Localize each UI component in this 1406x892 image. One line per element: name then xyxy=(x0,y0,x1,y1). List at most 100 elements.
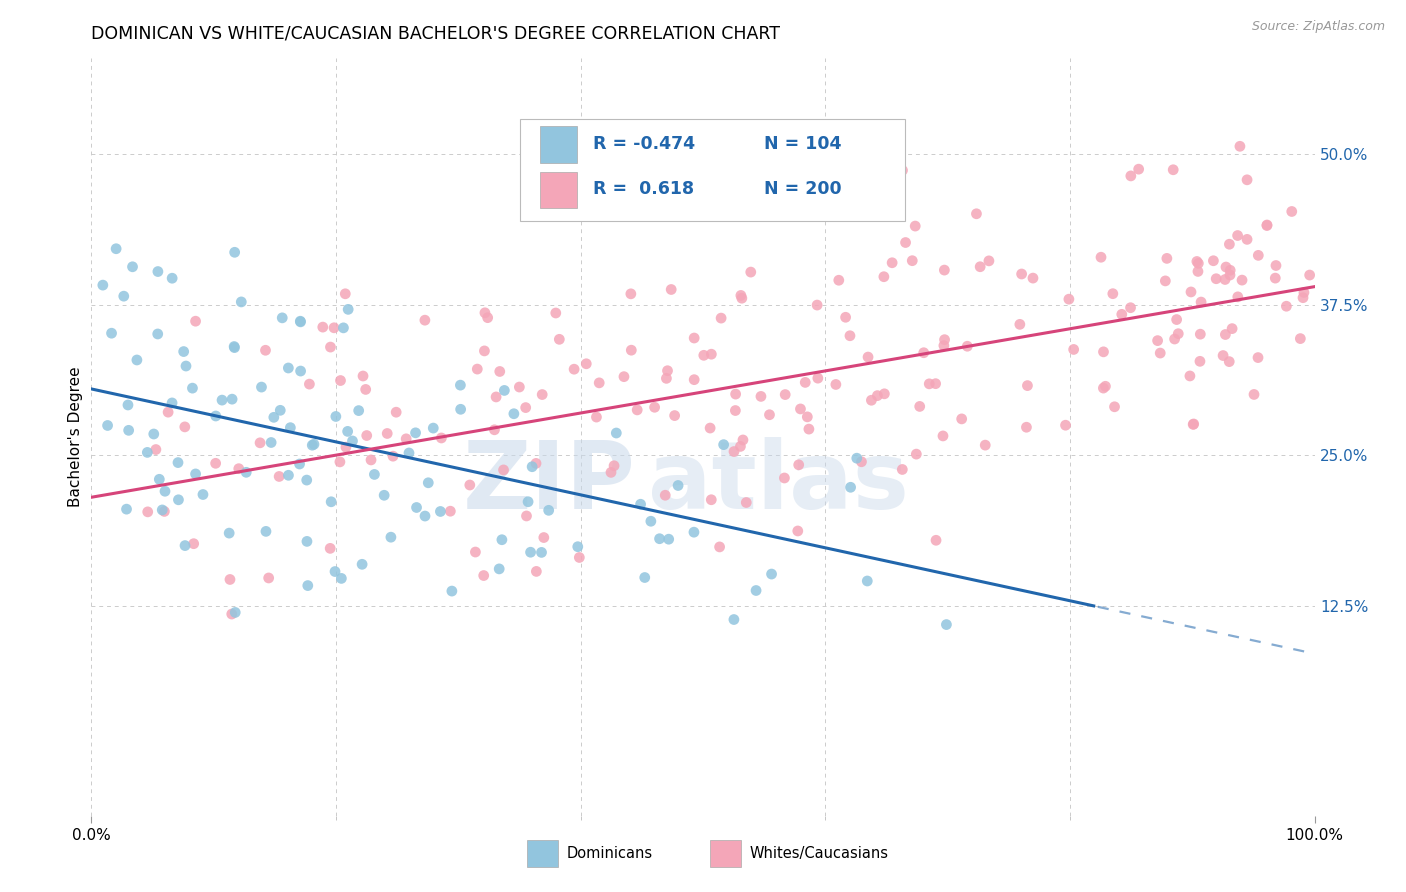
Point xyxy=(620,286,643,301)
Text: Source: ZipAtlas.com: Source: ZipAtlas.com xyxy=(1251,20,1385,33)
Point xyxy=(224,606,246,620)
Point xyxy=(1092,344,1115,359)
Point xyxy=(352,369,374,384)
Point xyxy=(786,524,808,538)
Point xyxy=(537,503,560,517)
Point xyxy=(329,455,352,469)
Point xyxy=(290,315,312,329)
Point xyxy=(515,508,537,523)
Point xyxy=(380,530,402,544)
Point xyxy=(1219,263,1241,277)
Point xyxy=(204,409,226,423)
Point xyxy=(630,497,652,511)
Point xyxy=(882,256,904,270)
Text: N = 104: N = 104 xyxy=(765,135,842,153)
Point xyxy=(183,537,205,551)
Point xyxy=(271,310,294,325)
Point xyxy=(1090,250,1112,264)
Point xyxy=(789,401,811,416)
Point xyxy=(1111,307,1133,321)
Point xyxy=(477,310,499,325)
Point xyxy=(1178,368,1201,383)
Point xyxy=(1236,173,1258,187)
Point xyxy=(1154,274,1177,288)
Point xyxy=(1166,312,1188,326)
Point xyxy=(329,374,352,388)
Point xyxy=(1022,271,1045,285)
Point xyxy=(125,353,148,368)
Point xyxy=(588,376,610,390)
FancyBboxPatch shape xyxy=(540,126,576,162)
Point xyxy=(1057,292,1080,306)
Point xyxy=(440,584,463,599)
Point xyxy=(508,380,530,394)
Point xyxy=(891,462,914,476)
Point xyxy=(723,444,745,458)
Point xyxy=(1101,286,1123,301)
Point xyxy=(520,459,543,474)
Point xyxy=(235,465,257,479)
Point xyxy=(100,326,122,341)
Point xyxy=(530,545,553,559)
Point xyxy=(173,420,195,434)
Point xyxy=(146,264,169,278)
Point xyxy=(363,467,385,482)
Point xyxy=(325,409,347,424)
Point xyxy=(873,387,896,401)
Point xyxy=(517,494,540,508)
Point xyxy=(856,574,879,588)
Point xyxy=(1202,253,1225,268)
Point xyxy=(491,533,513,547)
Point xyxy=(257,571,280,585)
Point xyxy=(796,409,818,424)
Point xyxy=(1011,267,1033,281)
Point xyxy=(1119,169,1142,183)
Point xyxy=(901,253,924,268)
Point xyxy=(519,545,541,559)
Point xyxy=(1298,268,1320,282)
Point xyxy=(221,392,243,406)
Point xyxy=(174,359,197,373)
Y-axis label: Bachelor's Degree: Bachelor's Degree xyxy=(67,367,83,508)
Point xyxy=(335,440,357,454)
Point xyxy=(295,534,318,549)
Point xyxy=(1063,343,1085,357)
Point xyxy=(524,565,547,579)
Point xyxy=(735,495,758,509)
Point xyxy=(969,260,991,274)
Point xyxy=(254,343,277,358)
Point xyxy=(965,207,987,221)
Point xyxy=(231,294,253,309)
Point xyxy=(118,423,141,437)
Point xyxy=(323,565,346,579)
Point xyxy=(1128,162,1150,177)
Point xyxy=(1189,327,1212,342)
Point xyxy=(891,163,914,178)
Point xyxy=(1189,295,1212,310)
Text: ZIP: ZIP xyxy=(463,436,636,529)
Point xyxy=(288,457,311,471)
Point xyxy=(1226,228,1249,243)
Point xyxy=(167,456,190,470)
Point xyxy=(730,288,752,302)
Point xyxy=(150,503,173,517)
Point xyxy=(336,425,359,439)
Point xyxy=(280,420,302,434)
Point xyxy=(600,466,623,480)
Point xyxy=(1247,248,1270,262)
Point xyxy=(145,442,167,457)
Point xyxy=(174,539,197,553)
Point xyxy=(121,260,143,274)
Text: Whites/Caucasians: Whites/Caucasians xyxy=(749,847,889,861)
Point xyxy=(204,456,226,470)
Point xyxy=(330,571,353,585)
Point xyxy=(269,469,291,483)
Point xyxy=(373,488,395,502)
Point xyxy=(382,449,405,463)
Point xyxy=(1213,272,1236,286)
Point xyxy=(1104,400,1126,414)
Point xyxy=(1264,271,1286,285)
Point xyxy=(502,407,524,421)
Point xyxy=(319,541,342,556)
Point xyxy=(184,314,207,328)
